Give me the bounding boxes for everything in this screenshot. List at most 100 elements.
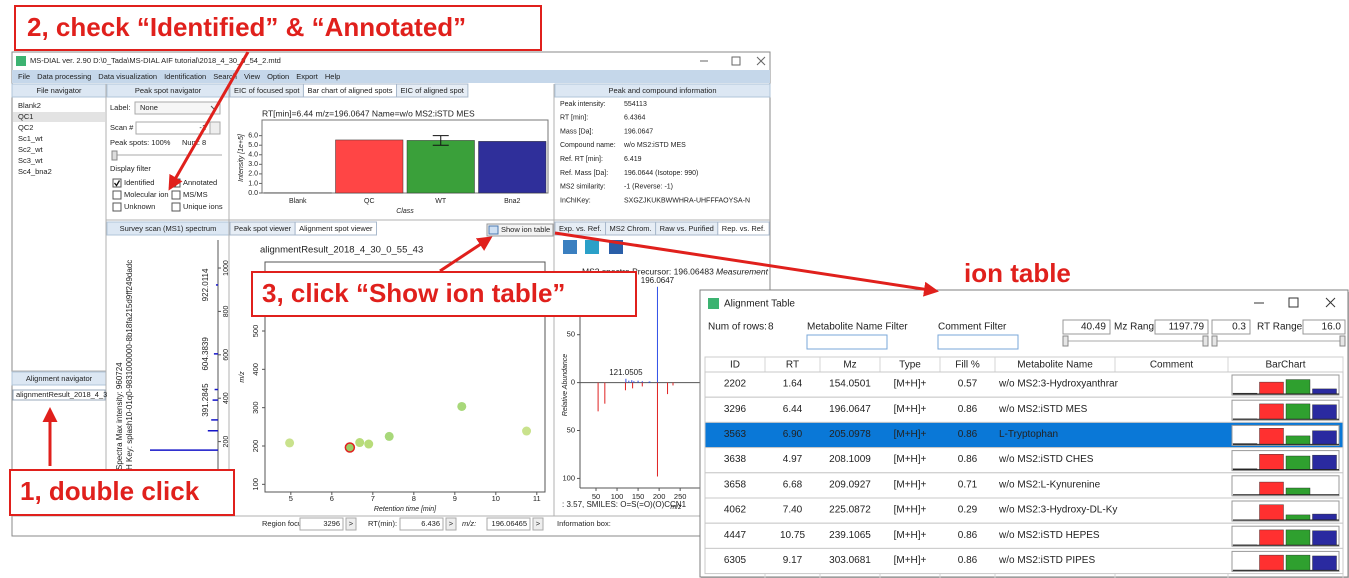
x-tick-label: 8 xyxy=(412,494,416,503)
button-label[interactable]: > xyxy=(349,519,354,528)
menu-item[interactable]: View xyxy=(244,72,261,81)
tab-label[interactable]: Bar chart of aligned spots xyxy=(307,86,392,95)
combobox-value: None xyxy=(140,103,158,112)
toolbar-icon[interactable] xyxy=(585,240,599,254)
file-item[interactable]: Blank2 xyxy=(18,101,41,110)
mini-bar xyxy=(1312,530,1337,546)
checkbox-label[interactable]: Unique ions xyxy=(183,202,223,211)
textbox-value: -1 xyxy=(199,123,206,132)
checkbox-label[interactable]: MS/MS xyxy=(183,190,208,199)
spot[interactable] xyxy=(355,438,365,448)
arrow xyxy=(439,236,493,273)
file-item[interactable]: Sc3_wt xyxy=(18,156,44,165)
combobox[interactable] xyxy=(134,101,221,115)
textbox[interactable] xyxy=(399,517,444,531)
checkbox-label[interactable]: Unknown xyxy=(124,202,155,211)
tab-label[interactable]: Exp. vs. Ref. xyxy=(559,224,602,233)
textbox[interactable] xyxy=(299,517,344,531)
spot[interactable] xyxy=(384,431,394,441)
button-label[interactable]: Show ion table xyxy=(501,225,550,234)
button[interactable] xyxy=(532,517,544,531)
show-ion-table-button[interactable] xyxy=(486,223,554,237)
file-item[interactable]: Sc4_bna2 xyxy=(18,167,52,176)
column-header[interactable]: Type xyxy=(899,360,921,371)
checkbox[interactable] xyxy=(112,178,122,188)
toolbar-icon[interactable] xyxy=(563,240,577,254)
file-item[interactable]: Sc1_wt xyxy=(18,134,44,143)
column-header[interactable]: Metabolite Name xyxy=(1017,360,1093,371)
slider-thumb[interactable] xyxy=(1339,335,1346,347)
button[interactable] xyxy=(345,517,357,531)
textbox[interactable] xyxy=(806,334,888,350)
tab-label[interactable]: Peak spot viewer xyxy=(234,224,292,233)
checkbox[interactable] xyxy=(171,190,181,200)
textbox[interactable] xyxy=(1211,319,1251,335)
tab-label[interactable]: Alignment spot viewer xyxy=(299,224,373,233)
checkbox-label[interactable]: Molecular ion xyxy=(124,190,169,199)
x-tick-label: WT xyxy=(435,198,447,205)
menu-item[interactable]: Search xyxy=(213,72,237,81)
menu-item[interactable]: Data visualization xyxy=(98,72,157,81)
tab[interactable] xyxy=(717,221,770,236)
tab-label[interactable]: Raw vs. Purified xyxy=(660,224,714,233)
tab[interactable] xyxy=(294,221,377,236)
checkbox[interactable] xyxy=(112,202,122,212)
spot[interactable] xyxy=(457,401,467,411)
menu-item[interactable]: Help xyxy=(325,72,340,81)
textbox[interactable] xyxy=(937,334,1019,350)
slider-thumb[interactable] xyxy=(1062,335,1069,347)
file-item[interactable]: QC2 xyxy=(18,123,33,132)
button[interactable] xyxy=(445,517,457,531)
alignment-item[interactable]: alignmentResult_2018_4_3 xyxy=(16,390,107,399)
mini-bar xyxy=(1285,403,1311,420)
table-cell: 225.0872 xyxy=(829,505,871,516)
column-header[interactable]: BarChart xyxy=(1265,360,1305,371)
close-button xyxy=(756,56,766,66)
checkbox-label[interactable]: Annotated xyxy=(183,178,217,187)
spot[interactable] xyxy=(364,439,374,449)
textbox[interactable] xyxy=(1302,319,1346,335)
spinner[interactable] xyxy=(209,121,221,135)
label: RT Range xyxy=(1257,322,1303,333)
textbox[interactable] xyxy=(1062,319,1111,335)
menu-item[interactable]: Data processing xyxy=(37,72,91,81)
textbox[interactable] xyxy=(486,517,531,531)
spot[interactable] xyxy=(344,442,356,453)
column-header[interactable]: ID xyxy=(730,360,740,371)
tab-label[interactable]: Rep. vs. Ref. xyxy=(722,224,765,233)
menu-item[interactable]: Export xyxy=(296,72,319,81)
slider-thumb[interactable] xyxy=(111,150,118,161)
button-label[interactable]: > xyxy=(449,519,454,528)
menu-item[interactable]: File xyxy=(18,72,30,81)
maximize-button[interactable] xyxy=(731,56,741,66)
mini-bar xyxy=(1285,435,1311,445)
menu-item[interactable]: Option xyxy=(267,72,289,81)
label: Scan # xyxy=(110,123,134,132)
button-label[interactable]: > xyxy=(536,519,541,528)
file-item[interactable]: QC1 xyxy=(18,112,33,121)
tab-label[interactable]: EIC of aligned spot xyxy=(401,86,465,95)
tab-label[interactable]: EIC of focused spot xyxy=(234,86,300,95)
textbox[interactable] xyxy=(1154,319,1209,335)
checkbox[interactable] xyxy=(171,202,181,212)
table-cell: w/o MS2:3-Hydroxyanthrar xyxy=(998,379,1119,390)
column-header[interactable]: Comment xyxy=(1150,360,1194,371)
slider-thumb[interactable] xyxy=(1202,335,1209,347)
checkbox[interactable] xyxy=(112,190,122,200)
textbox-value: 3296 xyxy=(323,519,340,528)
column-header[interactable]: Fill % xyxy=(955,360,980,371)
tab-label[interactable]: MS2 Chrom. xyxy=(610,224,652,233)
file-item[interactable]: Sc2_wt xyxy=(18,145,44,154)
column-header[interactable]: Mz xyxy=(843,360,856,371)
menu-item[interactable]: Identification xyxy=(164,72,206,81)
slider-thumb[interactable] xyxy=(1211,335,1218,347)
table-cell: [M+H]+ xyxy=(894,404,927,415)
checkbox-label[interactable]: Identified xyxy=(124,178,154,187)
column-header[interactable]: RT xyxy=(786,360,799,371)
spot[interactable] xyxy=(522,426,532,436)
x-tick-label: Blank xyxy=(289,198,307,205)
spot[interactable] xyxy=(285,438,295,448)
maximize-button[interactable] xyxy=(1288,297,1299,308)
tab[interactable] xyxy=(396,83,469,98)
mini-bar xyxy=(1312,388,1337,395)
